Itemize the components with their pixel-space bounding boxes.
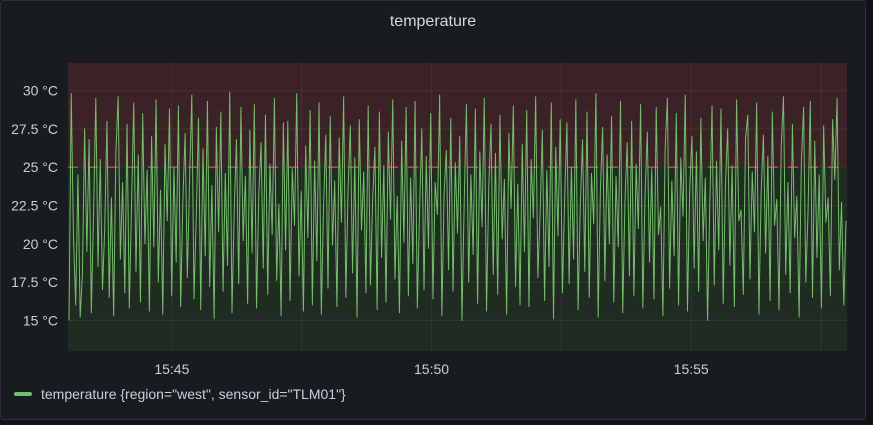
x-tick-label: 15:50: [414, 361, 449, 377]
x-tick-label: 15:55: [674, 361, 709, 377]
legend-series-swatch: [14, 392, 32, 396]
x-tick-label: 15:45: [154, 361, 189, 377]
y-tick-label: 30 °C: [23, 83, 58, 99]
y-tick-label: 20 °C: [23, 236, 58, 252]
y-tick-label: 15 °C: [23, 312, 58, 328]
y-tick-label: 17.5 °C: [11, 274, 58, 290]
legend-series-label[interactable]: temperature {region="west", sensor_id="T…: [41, 386, 346, 402]
y-tick-label: 22.5 °C: [11, 197, 58, 213]
y-tick-label: 27.5 °C: [11, 121, 58, 137]
series-line-0: [68, 91, 847, 321]
panel-title: temperature: [389, 13, 477, 30]
y-tick-label: 25 °C: [23, 159, 58, 175]
legend[interactable]: temperature {region="west", sensor_id="T…: [14, 386, 346, 402]
